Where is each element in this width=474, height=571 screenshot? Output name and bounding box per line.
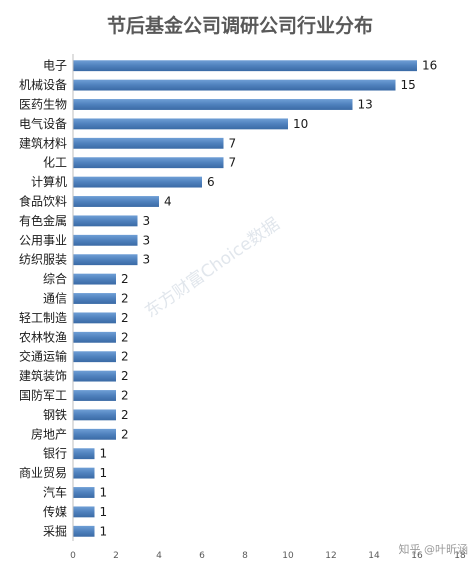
data-label: 3 — [143, 233, 151, 247]
category-label: 计算机 — [31, 174, 67, 189]
x-tick-label: 2 — [113, 551, 119, 561]
bar — [73, 448, 95, 460]
data-label: 7 — [229, 136, 237, 150]
bar — [73, 234, 138, 246]
bar — [73, 118, 288, 130]
data-label: 2 — [121, 408, 129, 422]
category-label: 食品饮料 — [19, 194, 67, 209]
category-label: 传媒 — [43, 504, 67, 519]
data-label: 2 — [121, 389, 129, 403]
data-label: 10 — [293, 117, 308, 131]
x-tick-label: 8 — [242, 551, 248, 561]
data-label: 2 — [121, 350, 129, 364]
bar — [73, 312, 116, 324]
bar — [73, 196, 159, 207]
data-label: 7 — [229, 156, 237, 170]
bar — [73, 370, 116, 382]
x-tick-label: 14 — [368, 551, 380, 561]
x-tick-label: 10 — [282, 551, 294, 561]
chart-title: 节后基金公司调研公司行业分布 — [107, 14, 373, 37]
category-label: 商业贸易 — [19, 465, 67, 480]
x-tick-label: 16 — [411, 551, 423, 561]
bar — [73, 79, 396, 91]
category-label: 纺织服装 — [19, 253, 67, 267]
x-tick-label: 12 — [325, 551, 336, 561]
category-label: 综合 — [43, 271, 67, 286]
category-label: 化工 — [43, 156, 67, 170]
bar — [73, 487, 95, 498]
category-label: 钢铁 — [43, 408, 67, 422]
bar — [73, 351, 116, 363]
category-label: 有色金属 — [19, 213, 67, 228]
data-label: 2 — [121, 272, 129, 286]
data-label: 1 — [100, 466, 108, 480]
category-label: 电子 — [43, 59, 67, 73]
category-label: 机械设备 — [19, 77, 67, 92]
bar — [73, 176, 202, 188]
data-label: 1 — [100, 447, 108, 461]
data-label: 16 — [422, 59, 437, 73]
data-label: 2 — [121, 330, 129, 344]
data-label: 4 — [164, 195, 172, 209]
bar — [73, 273, 116, 285]
bar — [73, 525, 95, 537]
bar — [73, 331, 116, 343]
data-label: 1 — [100, 524, 108, 538]
bar — [73, 293, 116, 304]
data-label: 2 — [121, 311, 129, 325]
data-label: 6 — [207, 175, 215, 189]
bar — [73, 506, 95, 518]
category-label: 采掘 — [43, 523, 67, 538]
data-label: 1 — [100, 486, 108, 500]
bar — [73, 390, 116, 401]
category-label: 交通运输 — [19, 349, 67, 364]
category-label: 农林牧渔 — [19, 330, 67, 344]
watermark: 东方财富Choice数据 — [141, 214, 283, 322]
category-label: 轻工制造 — [19, 311, 67, 325]
x-axis-ticks: 0 2 4 6 8 10 12 14 16 18 — [70, 551, 466, 561]
category-label: 通信 — [43, 292, 67, 306]
category-label: 建筑材料 — [19, 135, 67, 150]
bar — [73, 428, 116, 440]
bar — [73, 409, 116, 421]
x-tick-label: 4 — [156, 551, 162, 561]
data-label: 3 — [143, 253, 151, 267]
bar — [73, 467, 95, 479]
bar — [73, 60, 417, 72]
bar — [73, 99, 353, 110]
bar — [73, 254, 138, 266]
bar — [73, 157, 224, 169]
category-label: 医药生物 — [19, 98, 67, 112]
bar — [73, 137, 224, 149]
bar — [73, 215, 138, 227]
x-tick-label: 6 — [199, 551, 205, 561]
category-label: 公用事业 — [19, 233, 67, 247]
data-label: 2 — [121, 292, 129, 306]
data-label: 3 — [143, 214, 151, 228]
category-label: 汽车 — [43, 485, 67, 500]
category-label: 建筑装饰 — [19, 368, 67, 383]
data-label: 2 — [121, 369, 129, 383]
credit-text: 知乎 @叶昕涵 — [399, 542, 469, 556]
data-label: 13 — [358, 98, 373, 112]
data-label: 2 — [121, 427, 129, 441]
data-label: 1 — [100, 505, 108, 519]
category-label: 银行 — [43, 447, 67, 461]
category-label: 房地产 — [31, 426, 67, 441]
data-label: 15 — [401, 78, 416, 92]
x-tick-label: 18 — [454, 551, 466, 561]
category-label: 国防军工 — [19, 388, 67, 403]
category-label: 电气设备 — [19, 116, 67, 131]
x-tick-label: 0 — [70, 551, 76, 561]
